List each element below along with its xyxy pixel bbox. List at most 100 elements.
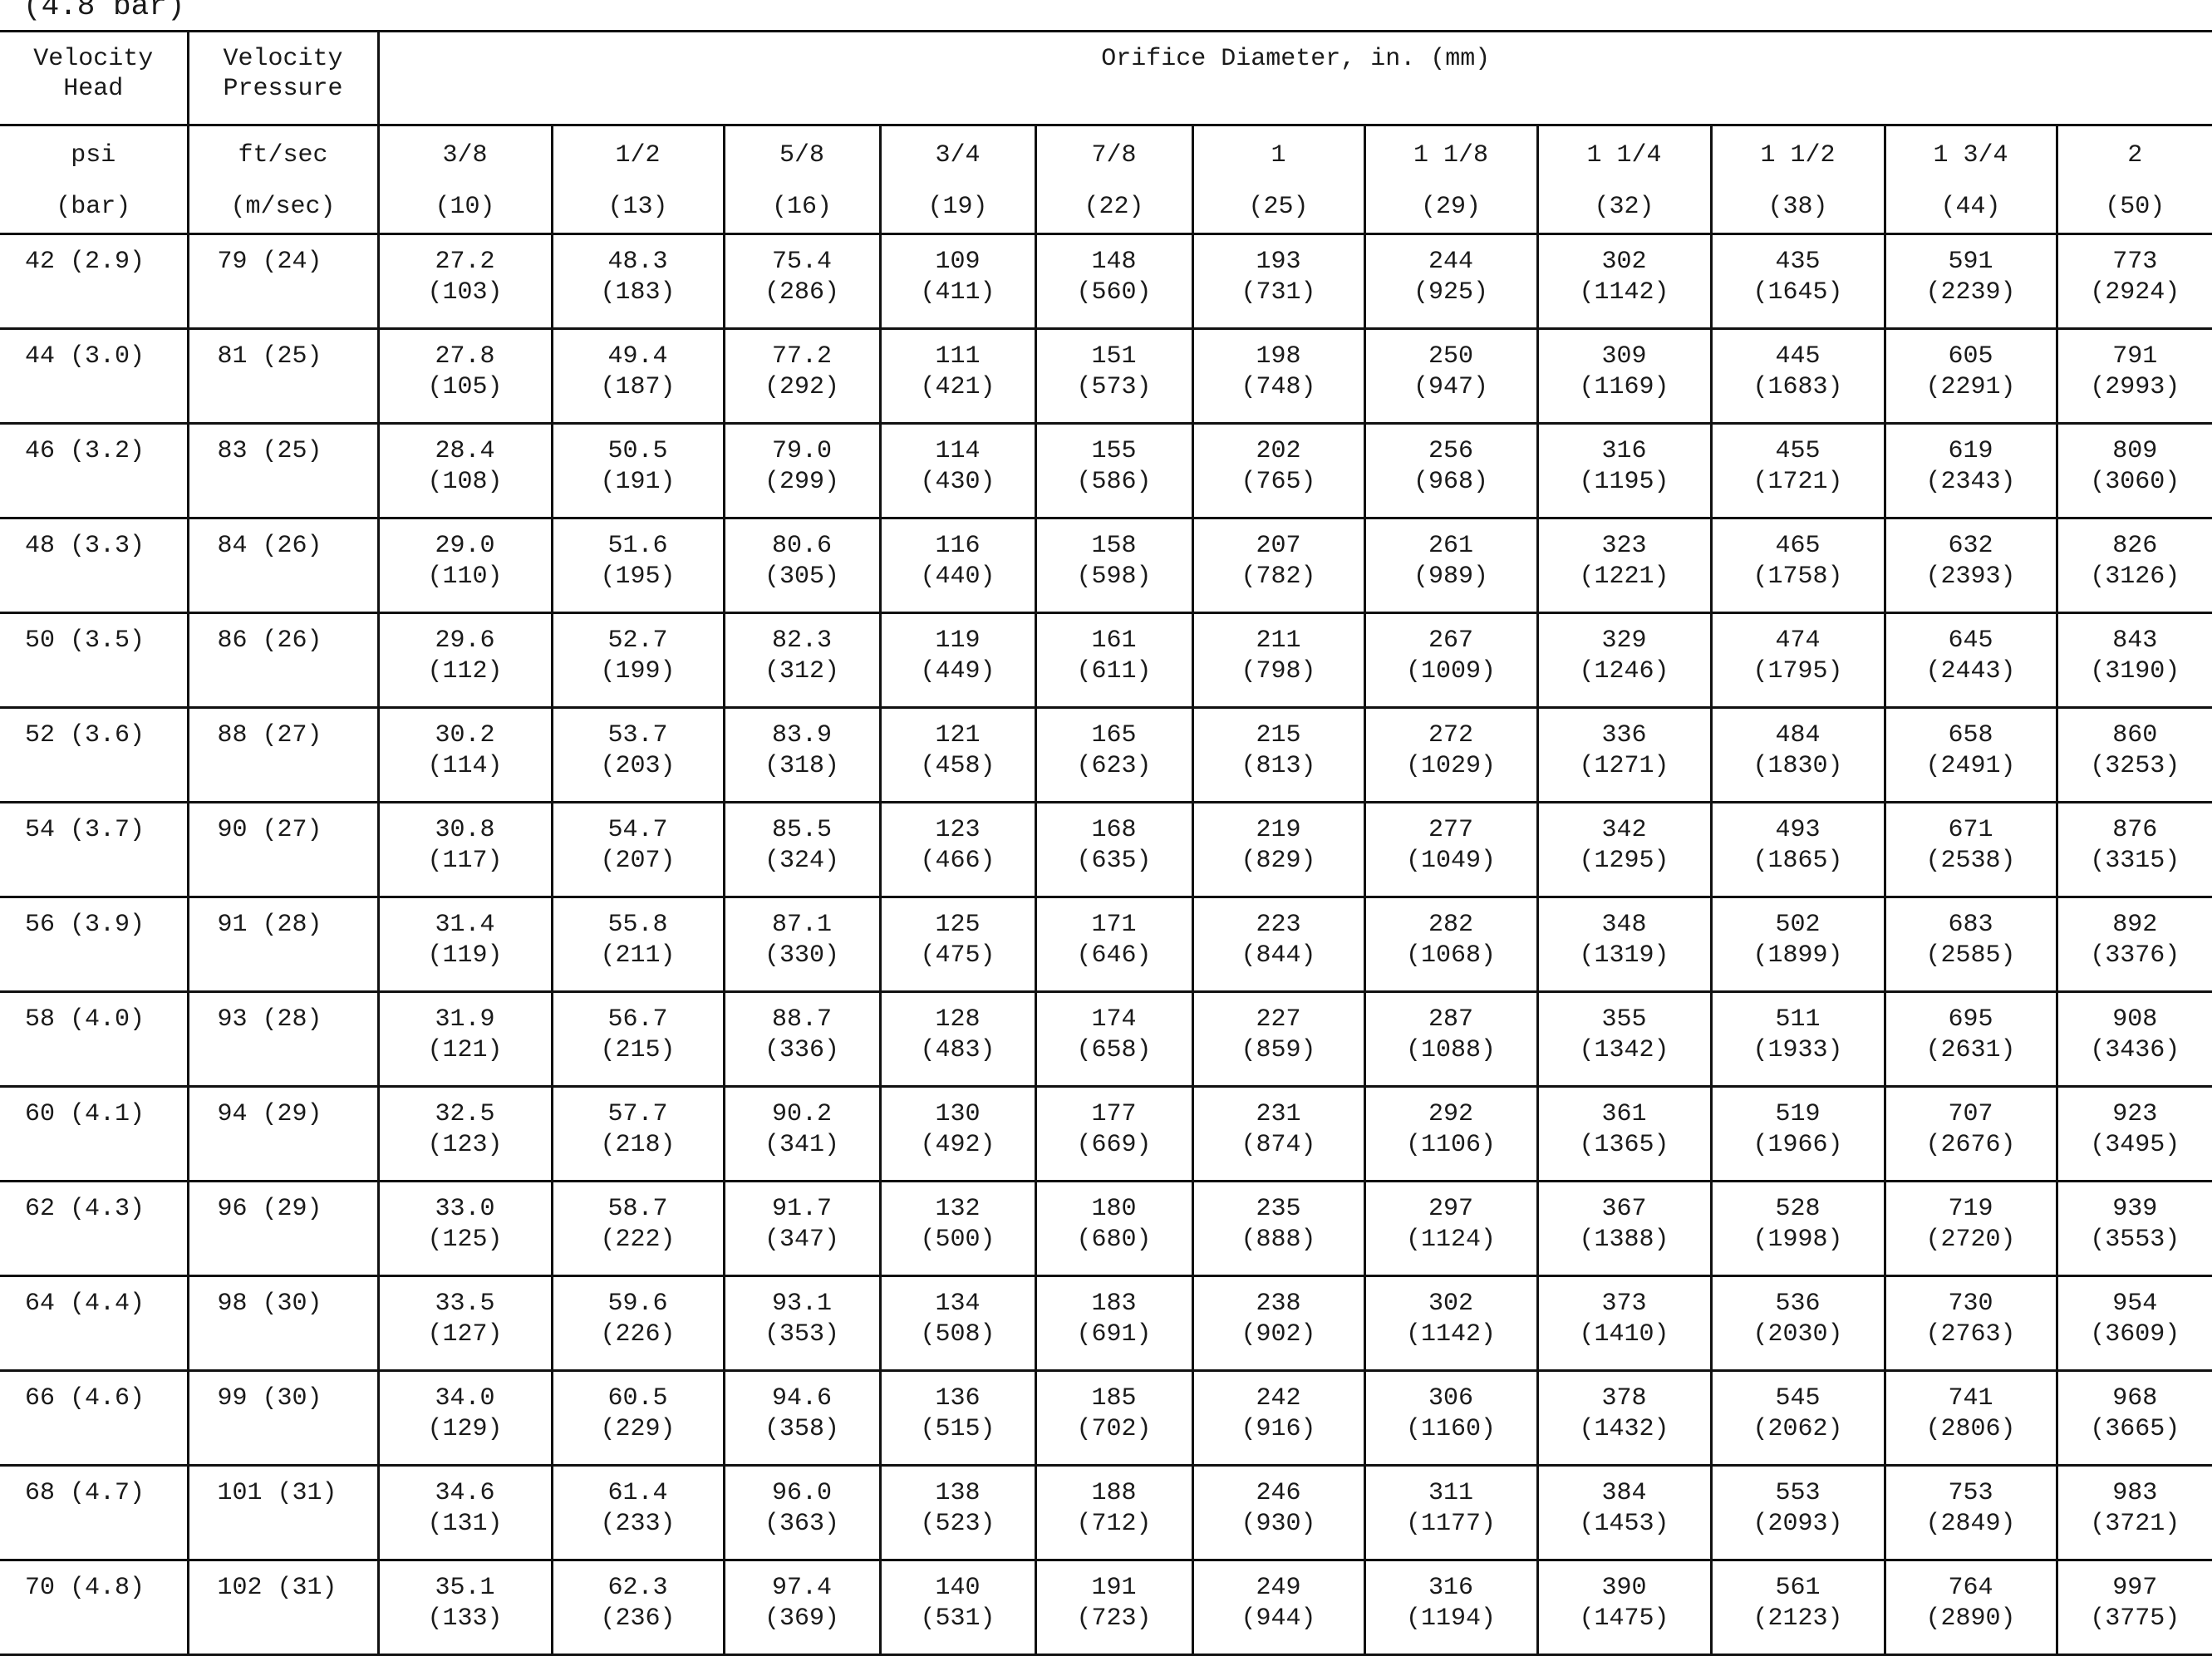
flow-cell-top: 671: [1886, 815, 2056, 846]
flow-cell-top: 455: [1713, 436, 1884, 467]
flow-cell: 939(3553): [2057, 1182, 2212, 1276]
table-row: 46 (3.2)83 (25)28.4(108)50.5(191)79.0(29…: [0, 424, 2212, 518]
flow-cell-bottom: (1177): [1366, 1509, 1536, 1540]
flow-cell: 80.6(305): [724, 518, 880, 613]
flow-cell-bottom: (286): [725, 278, 879, 308]
flow-cell-top: 348: [1539, 910, 1710, 941]
flow-cell-bottom: (353): [725, 1319, 879, 1350]
flow-cell-top: 130: [882, 1099, 1035, 1130]
velocity-pressure-cell: 90 (27): [188, 803, 378, 897]
flow-cell-bottom: (108): [380, 467, 551, 498]
flow-cell: 316(1194): [1364, 1560, 1537, 1655]
flow-cell-top: 31.4: [380, 910, 551, 941]
diameter-header: 1 1/8(29): [1364, 125, 1537, 234]
flow-cell-top: 384: [1539, 1478, 1710, 1509]
flow-cell-bottom: (930): [1194, 1509, 1364, 1540]
flow-cell-bottom: (859): [1194, 1035, 1364, 1066]
flow-cell-bottom: (3553): [2058, 1225, 2212, 1256]
flow-cell: 730(2763): [1885, 1276, 2057, 1371]
velocity-head-cell: 46 (3.2): [0, 424, 188, 518]
flow-cell-top: 261: [1366, 531, 1536, 562]
flow-cell-top: 730: [1886, 1289, 2056, 1319]
flow-cell-top: 53.7: [553, 720, 723, 751]
flow-cell: 753(2849): [1885, 1466, 2057, 1560]
flow-cell-bottom: (2849): [1886, 1509, 2056, 1540]
flow-cell-bottom: (3060): [2058, 467, 2212, 498]
flow-cell: 493(1865): [1711, 803, 1885, 897]
flow-cell-top: 54.7: [553, 815, 723, 846]
flow-cell-top: 30.2: [380, 720, 551, 751]
flow-cell: 342(1295): [1537, 803, 1711, 897]
flow-cell: 249(944): [1192, 1560, 1364, 1655]
flow-cell-top: 553: [1713, 1478, 1884, 1509]
flow-cell-bottom: (1009): [1366, 656, 1536, 687]
flow-cell-top: 202: [1194, 436, 1364, 467]
velocity-pressure-cell: 101 (31): [188, 1466, 378, 1560]
flow-cell: 83.9(318): [724, 708, 880, 803]
unit-header-top: ft/sec: [189, 130, 377, 181]
flow-cell: 188(712): [1035, 1466, 1192, 1560]
flow-cell-bottom: (658): [1037, 1035, 1192, 1066]
flow-cell-bottom: (844): [1194, 941, 1364, 971]
flow-cell-top: 645: [1886, 626, 2056, 656]
flow-cell-bottom: (1758): [1713, 562, 1884, 592]
diameter-header-top: 7/8: [1037, 130, 1192, 181]
flow-cell: 51.6(195): [552, 518, 724, 613]
flow-cell: 227(859): [1192, 992, 1364, 1087]
flow-cell-top: 297: [1366, 1194, 1536, 1225]
flow-cell-top: 109: [882, 247, 1035, 278]
flow-cell: 183(691): [1035, 1276, 1192, 1371]
flow-cell-top: 116: [882, 531, 1035, 562]
flow-cell-top: 528: [1713, 1194, 1884, 1225]
diameter-header-top: 1/2: [553, 130, 723, 181]
flow-cell-top: 791: [2058, 342, 2212, 372]
flow-cell-bottom: (1169): [1539, 372, 1710, 403]
velocity-pressure-cell: 102 (31): [188, 1560, 378, 1655]
flow-cell-bottom: (203): [553, 751, 723, 782]
flow-cell-top: 52.7: [553, 626, 723, 656]
flow-cell-top: 249: [1194, 1573, 1364, 1604]
flow-cell-top: 80.6: [725, 531, 879, 562]
flow-cell-top: 119: [882, 626, 1035, 656]
flow-cell: 82.3(312): [724, 613, 880, 708]
diameter-header-bottom: (38): [1713, 181, 1884, 233]
flow-cell: 445(1683): [1711, 329, 1885, 424]
flow-cell: 435(1645): [1711, 234, 1885, 329]
flow-cell-bottom: (411): [882, 278, 1035, 308]
flow-cell-bottom: (3253): [2058, 751, 2212, 782]
flow-cell: 502(1899): [1711, 897, 1885, 992]
flow-cell-top: 311: [1366, 1478, 1536, 1509]
flow-cell: 174(658): [1035, 992, 1192, 1087]
flow-cell-top: 250: [1366, 342, 1536, 372]
flow-cell: 238(902): [1192, 1276, 1364, 1371]
flow-cell-top: 211: [1194, 626, 1364, 656]
diameter-header-top: 3/4: [882, 130, 1035, 181]
flow-cell-bottom: (449): [882, 656, 1035, 687]
flow-cell-bottom: (2763): [1886, 1319, 2056, 1350]
flow-cell-top: 134: [882, 1289, 1035, 1319]
flow-cell-bottom: (318): [725, 751, 879, 782]
flow-cell: 528(1998): [1711, 1182, 1885, 1276]
flow-cell-top: 49.4: [553, 342, 723, 372]
table-row: 64 (4.4)98 (30)33.5(127)59.6(226)93.1(35…: [0, 1276, 2212, 1371]
flow-cell: 60.5(229): [552, 1371, 724, 1466]
flow-cell-bottom: (1998): [1713, 1225, 1884, 1256]
diameter-header: 1(25): [1192, 125, 1364, 234]
flow-cell-top: 876: [2058, 815, 2212, 846]
flow-cell: 193(731): [1192, 234, 1364, 329]
diameter-header: 1 1/4(32): [1537, 125, 1711, 234]
flow-cell-top: 168: [1037, 815, 1192, 846]
flow-cell-top: 183: [1037, 1289, 1192, 1319]
flow-cell: 373(1410): [1537, 1276, 1711, 1371]
flow-cell-top: 373: [1539, 1289, 1710, 1319]
flow-cell-top: 545: [1713, 1383, 1884, 1414]
flow-cell: 96.0(363): [724, 1466, 880, 1560]
flow-cell-top: 28.4: [380, 436, 551, 467]
flow-cell-top: 193: [1194, 247, 1364, 278]
flow-cell: 336(1271): [1537, 708, 1711, 803]
flow-cell-bottom: (947): [1366, 372, 1536, 403]
table-row: 66 (4.6)99 (30)34.0(129)60.5(229)94.6(35…: [0, 1371, 2212, 1466]
flow-cell: 28.4(108): [378, 424, 552, 518]
flow-cell-bottom: (2291): [1886, 372, 2056, 403]
flow-cell-bottom: (702): [1037, 1414, 1192, 1445]
